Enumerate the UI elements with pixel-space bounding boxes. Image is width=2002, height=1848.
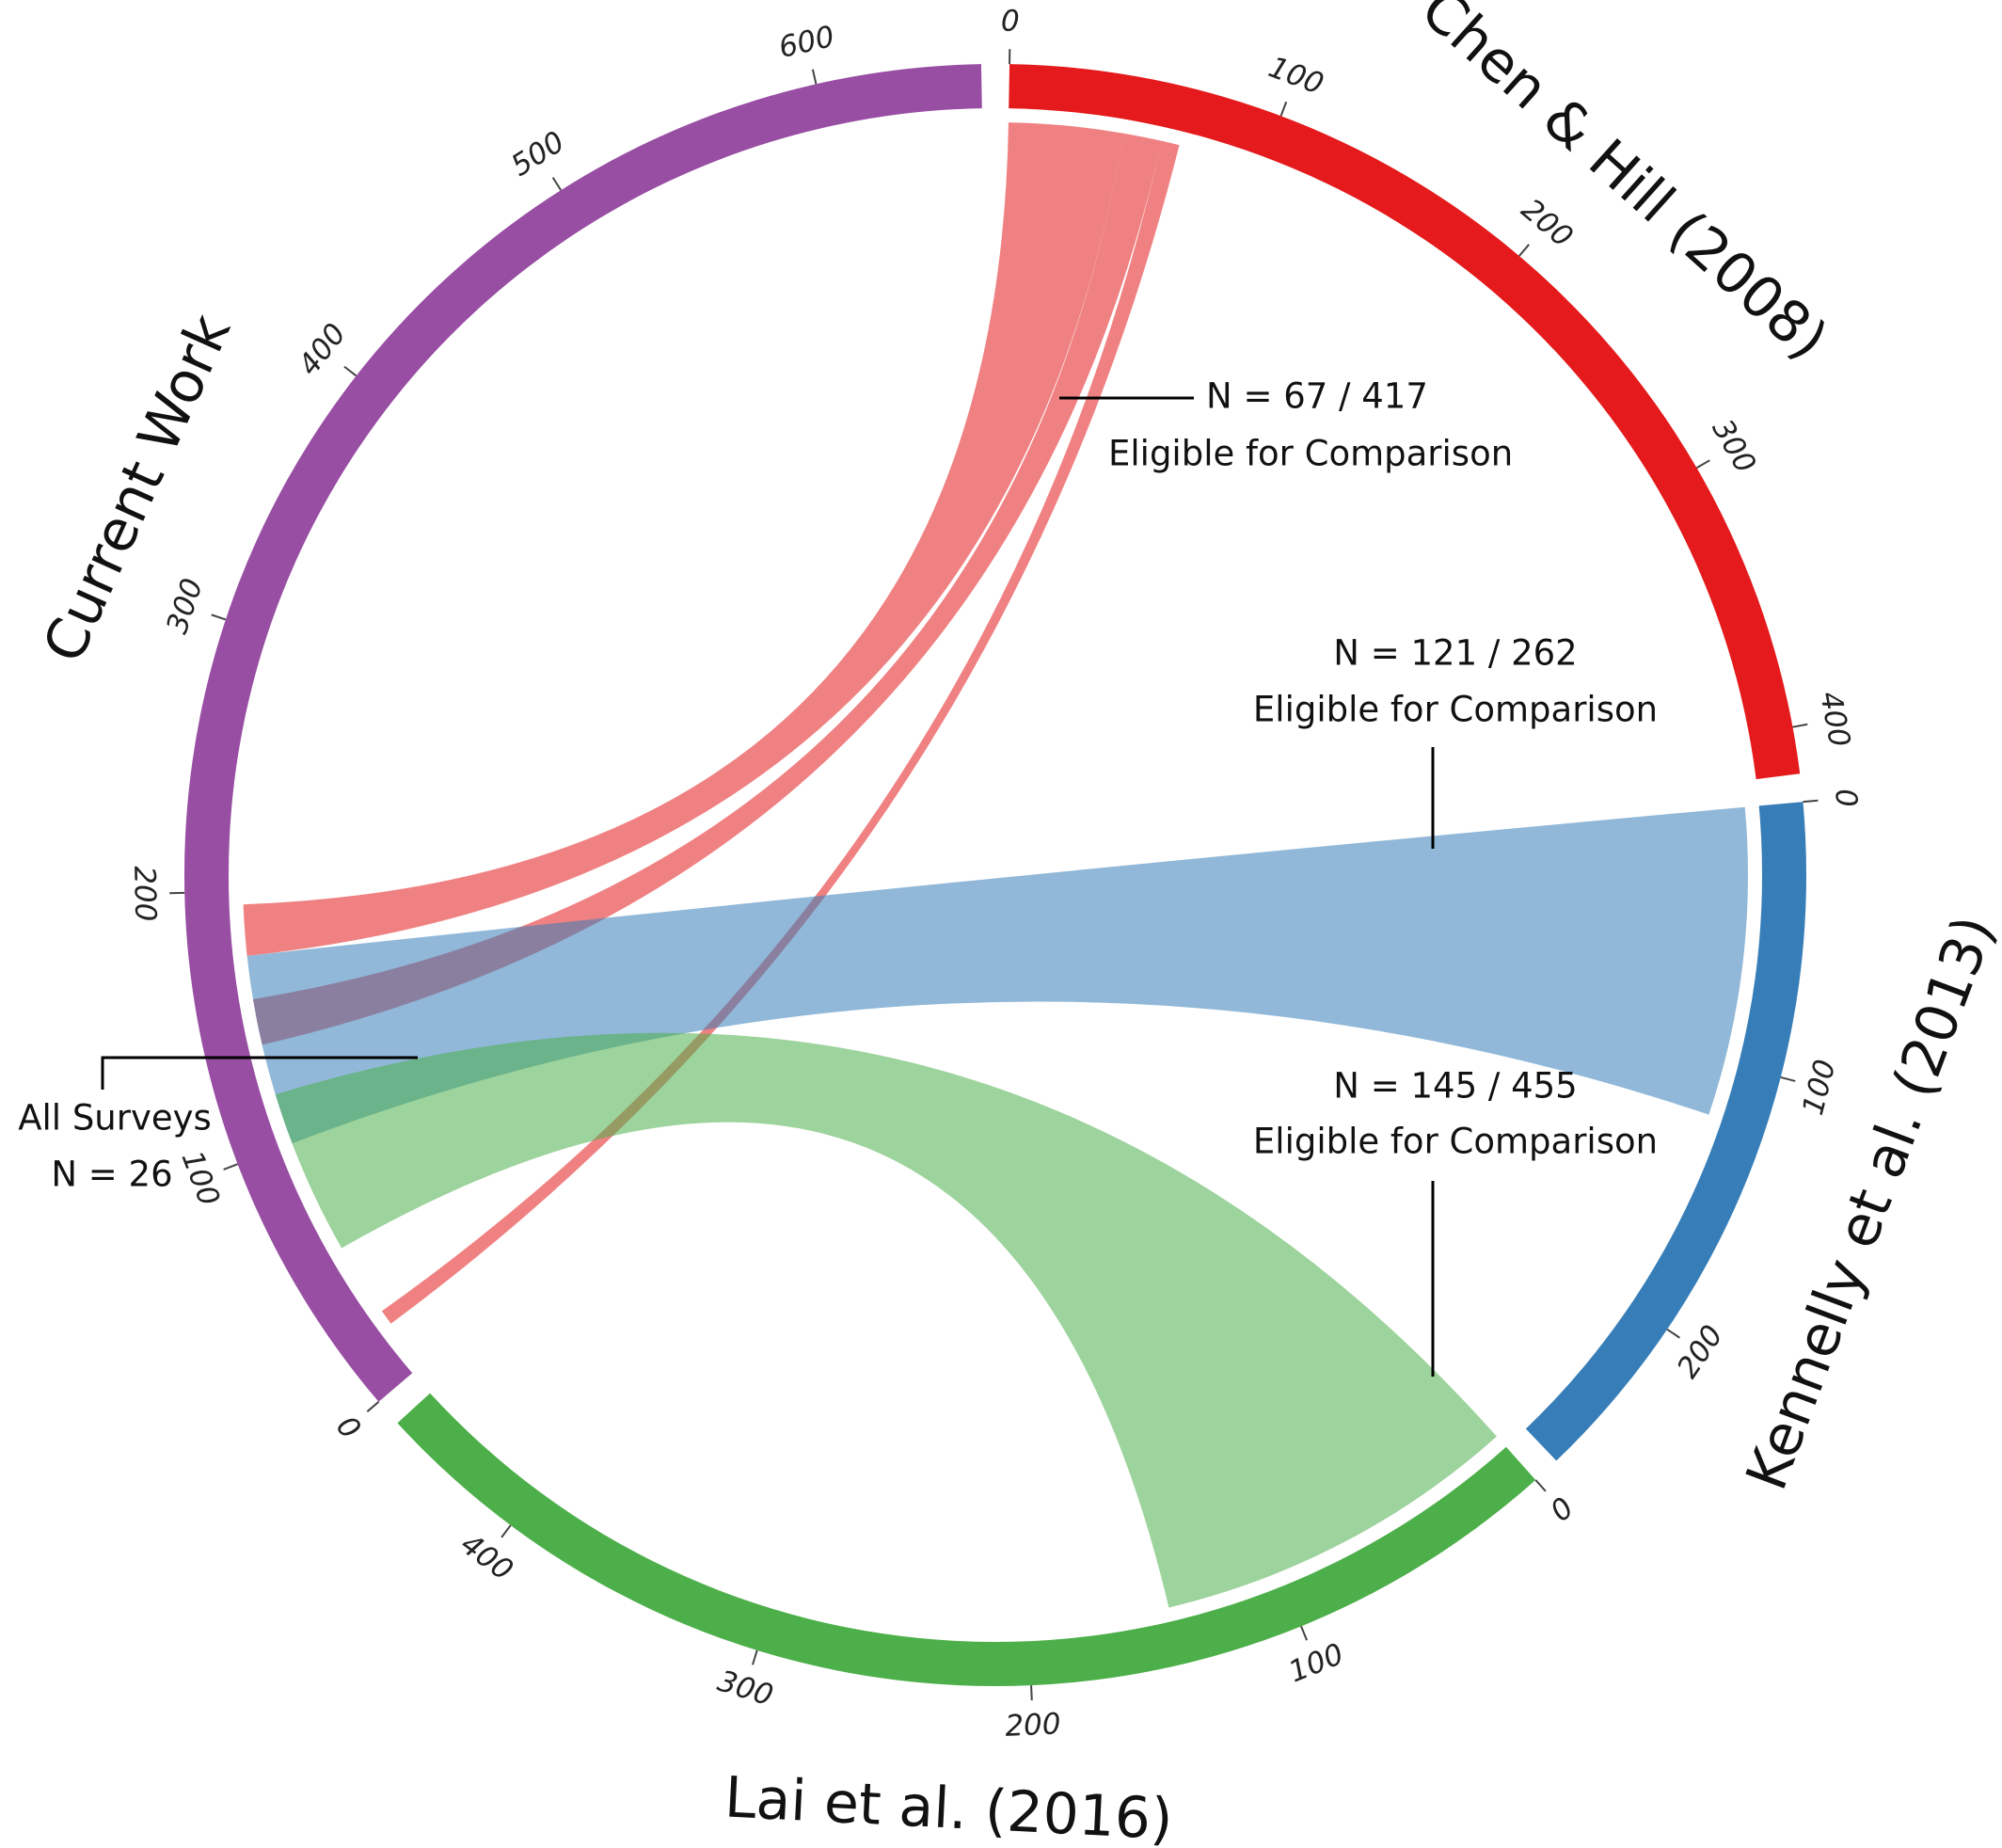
tick-label: 300 (160, 574, 210, 638)
tick-label: 200 (1671, 1319, 1730, 1384)
tick-mark (811, 69, 818, 85)
sector-arc (1525, 802, 1807, 1461)
leader-line (101, 1056, 418, 1090)
tick-mark (1780, 1075, 1796, 1082)
annotation: N = 145 / 455 (1333, 1066, 1577, 1107)
tick-mark (1666, 1328, 1680, 1339)
sector-arc (397, 1393, 1536, 1686)
annotation: N = 121 / 262 (1333, 633, 1577, 674)
tick-label: 500 (505, 125, 570, 183)
tick-label: 200 (1005, 1707, 1062, 1744)
tick-mark (343, 365, 358, 377)
tick-label: 200 (1515, 192, 1579, 254)
sector-arc (1009, 64, 1801, 780)
sector-label: Current Work (31, 305, 245, 672)
tick-mark (1695, 459, 1710, 470)
tick-mark (1279, 101, 1288, 117)
chord-link (243, 122, 1124, 956)
tick-label: 400 (1813, 689, 1856, 750)
tick-label: 300 (714, 1665, 777, 1713)
annotation: Eligible for Comparison (1108, 434, 1513, 474)
tick-label: 200 (127, 866, 162, 922)
tick-mark (500, 1524, 512, 1538)
tick-label: 0 (329, 1410, 367, 1445)
annotations: N = 67 / 417 Eligible for Comparison N =… (18, 376, 1658, 1377)
chord-link (275, 1032, 1497, 1608)
tick-label: 600 (776, 20, 838, 65)
tick-mark (752, 1649, 758, 1665)
links (243, 122, 1748, 1608)
tick-label: 0 (1828, 788, 1864, 809)
tick-mark (1030, 1685, 1033, 1701)
annotation: Eligible for Comparison (1253, 1122, 1658, 1162)
annotation: N = 26 (51, 1155, 172, 1195)
annotation: All Surveys (18, 1098, 212, 1139)
tick-label: 100 (1284, 1637, 1348, 1690)
tick-mark (1792, 723, 1808, 728)
annotation: N = 67 / 417 (1206, 376, 1428, 417)
tick-label: 0 (1544, 1491, 1581, 1529)
tick-mark (1518, 244, 1530, 257)
tick-label: 100 (175, 1146, 227, 1210)
sector-label: Chen & Hill (2008) (1408, 0, 1840, 373)
tick-label: 300 (1705, 414, 1762, 479)
tick-mark (366, 1401, 380, 1412)
tick-label: 0 (1001, 4, 1020, 38)
tick-mark (1803, 799, 1819, 804)
tick-mark (551, 177, 563, 191)
annotation: Eligible for Comparison (1253, 690, 1658, 730)
sector-arc (183, 64, 982, 1402)
tick-mark (1534, 1479, 1547, 1492)
sector-label: Lai et al. (2016) (723, 1764, 1174, 1848)
tick-mark (211, 613, 227, 621)
tick-label: 400 (292, 317, 353, 382)
chord-link (246, 806, 1748, 1144)
tick-mark (1300, 1625, 1308, 1641)
tick-label: 400 (454, 1527, 519, 1587)
tick-mark (223, 1163, 238, 1171)
tick-label: 100 (1264, 50, 1328, 102)
tick-label: 100 (1796, 1056, 1843, 1118)
